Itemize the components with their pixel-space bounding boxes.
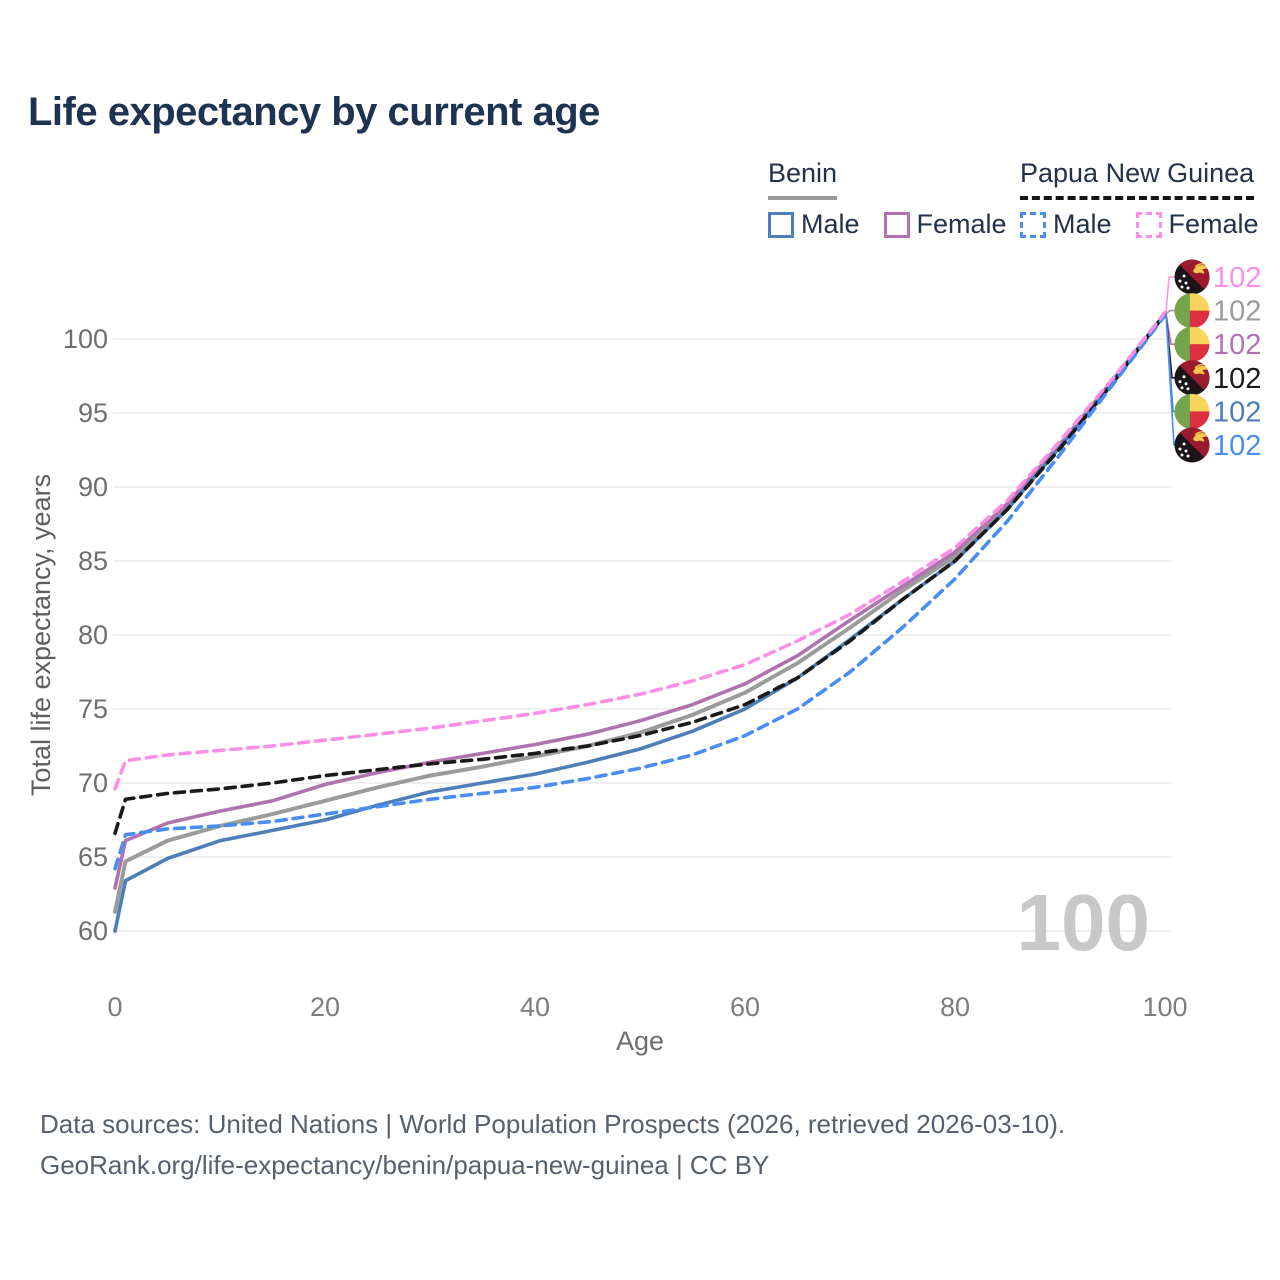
legend-item-png-female[interactable]: Female: [1135, 209, 1259, 240]
benin-flag-icon: [1174, 326, 1210, 362]
series-line-papua-new-guinea-total[interactable]: [113, 312, 1167, 836]
end-value-label-papua-new-guinea-female: 102: [1213, 262, 1261, 294]
footer-data-sources: Data sources: United Nations | World Pop…: [40, 1109, 1066, 1139]
series-line-papua-new-guinea-male[interactable]: [113, 313, 1167, 871]
png-male-swatch-icon: [1020, 211, 1046, 238]
legend-label-png-male: Male: [1053, 209, 1112, 239]
x-tick-label: 20: [310, 992, 340, 1022]
y-tick-label: 100: [63, 324, 108, 354]
end-value-label-papua-new-guinea-total: 102: [1213, 363, 1261, 395]
end-value-label-benin-female: 102: [1213, 329, 1261, 361]
papua-new-guinea-flag-icon: [1174, 259, 1210, 295]
benin-male-swatch-icon: [768, 211, 794, 238]
x-tick-label: 40: [520, 992, 550, 1022]
papua-new-guinea-flag-icon: [1174, 427, 1210, 463]
footer-url[interactable]: GeoRank.org/life-expectancy/benin/papua-…: [40, 1150, 770, 1180]
legend-item-png-male[interactable]: Male: [1020, 209, 1112, 240]
series-line-benin-male[interactable]: [113, 312, 1167, 933]
series-line-papua-new-guinea-female[interactable]: [113, 310, 1167, 791]
y-axis-title: Total life expectancy, years: [26, 474, 56, 796]
legend-item-benin-male[interactable]: Male: [768, 209, 860, 240]
page-title: Life expectancy by current age: [28, 90, 600, 134]
legend-item-benin-female[interactable]: Female: [883, 209, 1007, 240]
y-tick-label: 85: [78, 546, 108, 576]
series-line-benin-female[interactable]: [113, 312, 1167, 890]
x-tick-label: 0: [107, 992, 122, 1022]
y-tick-label: 65: [78, 842, 108, 872]
footer: Data sources: United Nations | World Pop…: [40, 1104, 1065, 1186]
legend-label-benin-female: Female: [916, 209, 1007, 239]
leader-line: [1165, 276, 1177, 313]
end-value-label-papua-new-guinea-male: 102: [1213, 430, 1261, 462]
legend-group-papua-new-guinea: Papua New Guinea Male Female: [1020, 158, 1259, 240]
series-line-benin-total[interactable]: [113, 311, 1167, 914]
x-tick-label: 60: [730, 992, 760, 1022]
x-tick-label: 100: [1142, 992, 1187, 1022]
png-female-swatch-icon: [1135, 211, 1162, 238]
end-value-label-benin-male: 102: [1213, 396, 1261, 428]
legend-country-papua-new-guinea[interactable]: Papua New Guinea: [1020, 158, 1255, 200]
legend-label-png-female: Female: [1168, 209, 1259, 239]
legend-group-benin: Benin Male Female: [768, 158, 1007, 240]
watermark-age: 100: [1017, 878, 1150, 967]
y-tick-label: 60: [78, 916, 108, 946]
y-tick-label: 75: [78, 694, 108, 724]
y-tick-label: 95: [78, 398, 108, 428]
benin-flag-icon: [1174, 293, 1210, 329]
end-value-label-benin-total: 102: [1213, 296, 1261, 328]
y-tick-label: 70: [78, 768, 108, 798]
x-tick-label: 80: [940, 992, 970, 1022]
legend-label-benin-male: Male: [801, 209, 860, 239]
y-tick-label: 80: [78, 620, 108, 650]
legend-country-benin[interactable]: Benin: [768, 158, 838, 200]
benin-female-swatch-icon: [883, 211, 910, 238]
papua-new-guinea-flag-icon: [1174, 360, 1210, 396]
y-tick-label: 90: [78, 472, 108, 502]
x-axis-title: Age: [616, 1026, 664, 1056]
benin-flag-icon: [1174, 393, 1210, 429]
